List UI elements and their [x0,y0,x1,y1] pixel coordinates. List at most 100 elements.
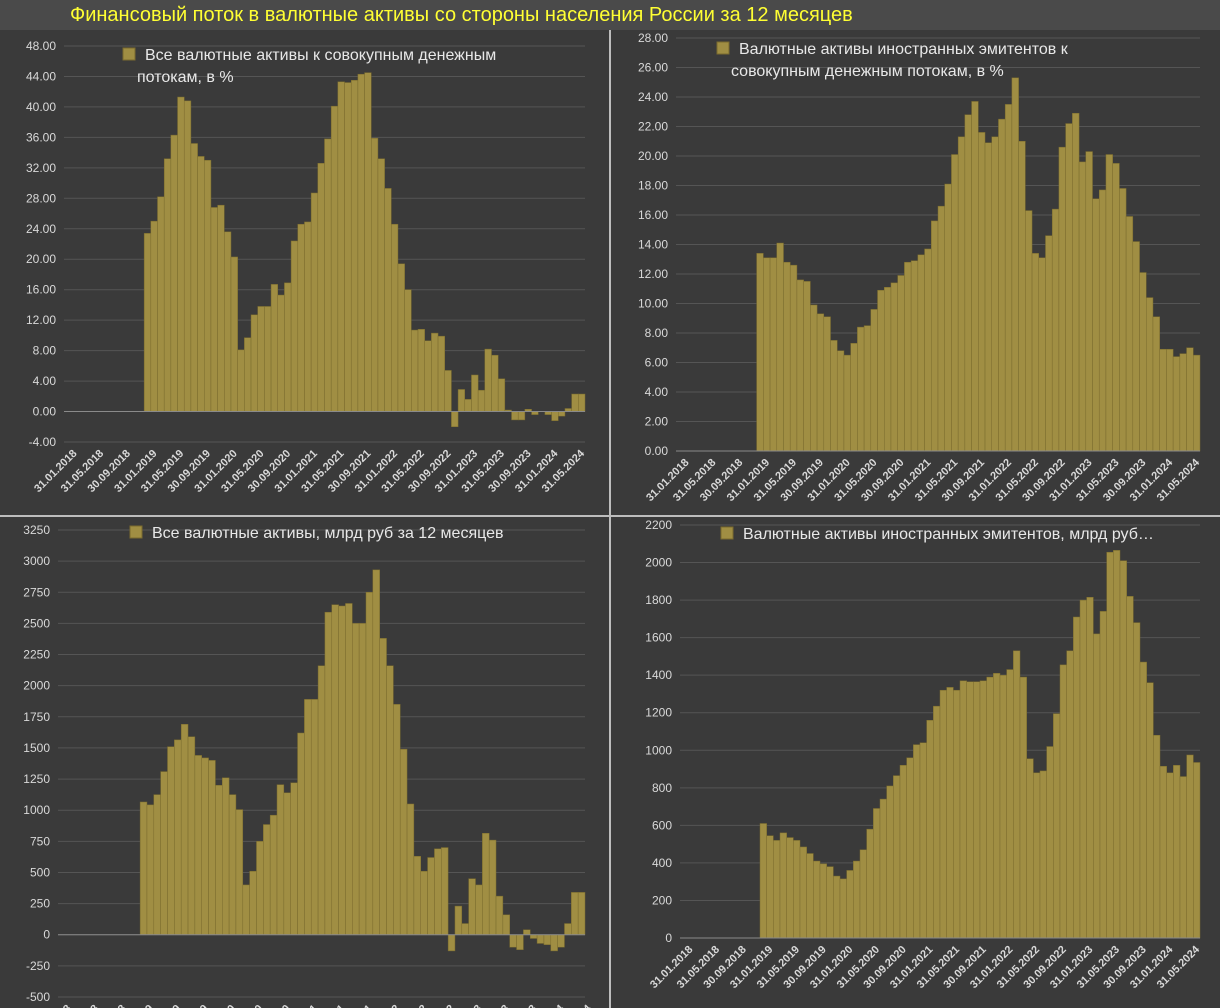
bar [966,681,974,939]
bar [926,719,934,939]
bar [516,934,524,950]
bar [937,205,945,452]
bar [210,207,218,412]
bar [826,866,834,939]
y-tick-label: 200 [652,893,672,907]
y-tick-label: 600 [652,818,672,832]
bar [769,257,778,452]
bar [384,188,392,412]
bar [991,136,999,452]
bar [819,863,827,939]
bar [264,306,272,412]
y-tick-label: 1600 [645,631,672,645]
bar [511,411,519,421]
bar [364,72,372,412]
chart-foreign-issuers-bln: 0 200 400 600 800 1000 1200 1400 1600 1800 2000 220… [611,517,1220,1008]
bar [1146,297,1154,452]
bar [146,804,155,935]
bar [290,782,298,935]
bar [793,840,801,939]
bar [530,934,538,939]
legend-swatch [122,47,136,61]
bar [310,699,319,935]
bar [283,792,291,935]
chart-all-fx-bln: -500 -250 0 250 500 750 1000 1250 1500 1750 2000 22… [0,517,609,1008]
y-tick-label: 750 [30,834,50,848]
bar [290,240,299,412]
y-tick-label: 48.00 [26,39,56,53]
bar [304,699,312,935]
bar [310,192,319,412]
bar [1172,356,1181,452]
bar [993,673,1001,939]
bar [1113,550,1121,939]
bar [345,603,353,935]
bar [1092,198,1100,452]
bar [756,253,764,452]
bar [447,934,456,952]
y-tick-label: -250 [26,959,50,973]
bar [564,923,572,935]
bar [919,742,927,939]
bar [444,370,452,412]
legend-swatch [720,526,734,540]
bar [502,914,510,935]
bar [424,340,432,412]
bar [454,905,463,935]
bar [1073,616,1081,939]
bar [796,279,804,452]
bar [461,923,469,935]
bar [222,777,230,935]
bar [857,326,865,452]
bar [779,832,787,939]
bar [1019,676,1027,939]
bar [372,569,380,935]
bar [953,689,961,939]
bar [1004,104,1013,452]
bar [523,929,531,935]
y-tick-label: 2000 [23,679,50,693]
bar [180,724,189,935]
y-tick-label: 6.00 [645,356,669,370]
y-tick-label: 1200 [645,706,672,720]
bar [464,399,472,412]
bar [337,81,345,412]
bar [242,884,250,935]
bar [1132,241,1140,452]
bar [759,823,767,939]
bar [488,839,497,935]
bar [897,275,905,452]
y-tick-label: 1400 [645,668,672,682]
bar [1139,272,1147,452]
bar [1066,650,1074,939]
bar [386,665,394,935]
chart-svg: 0 200 400 600 800 1000 1200 1400 1600 1800 2000 220… [645,518,1202,991]
bar [391,223,399,412]
y-tick-label: 44.00 [26,69,56,83]
bar [420,870,428,935]
bar [550,934,558,952]
bar [810,304,818,452]
bar [263,824,271,935]
y-tick-label: 3250 [23,523,50,537]
bar [1159,348,1167,452]
bar [434,848,442,935]
bar [471,374,479,412]
y-tick-label: 24.00 [638,90,668,104]
bar [331,604,339,935]
y-tick-label: 12.00 [26,313,56,327]
bar [571,393,579,412]
legend-label: Валютные активы иностранных эмитентов к [739,41,1069,58]
bar [1085,151,1093,452]
bar [204,159,212,412]
bar [297,223,305,412]
bar [411,329,419,412]
bar [431,332,439,412]
page-title: Финансовый поток в валютные активы со ст… [0,0,1220,30]
bar [766,835,774,939]
y-tick-label: 12.00 [638,267,668,281]
bar [1152,316,1160,452]
bar [170,134,178,412]
chart-all-fx-share: -4.00 0.00 4.00 8.00 12.00 16.00 20.00 24.00 28.… [0,30,609,515]
bar [939,689,947,939]
